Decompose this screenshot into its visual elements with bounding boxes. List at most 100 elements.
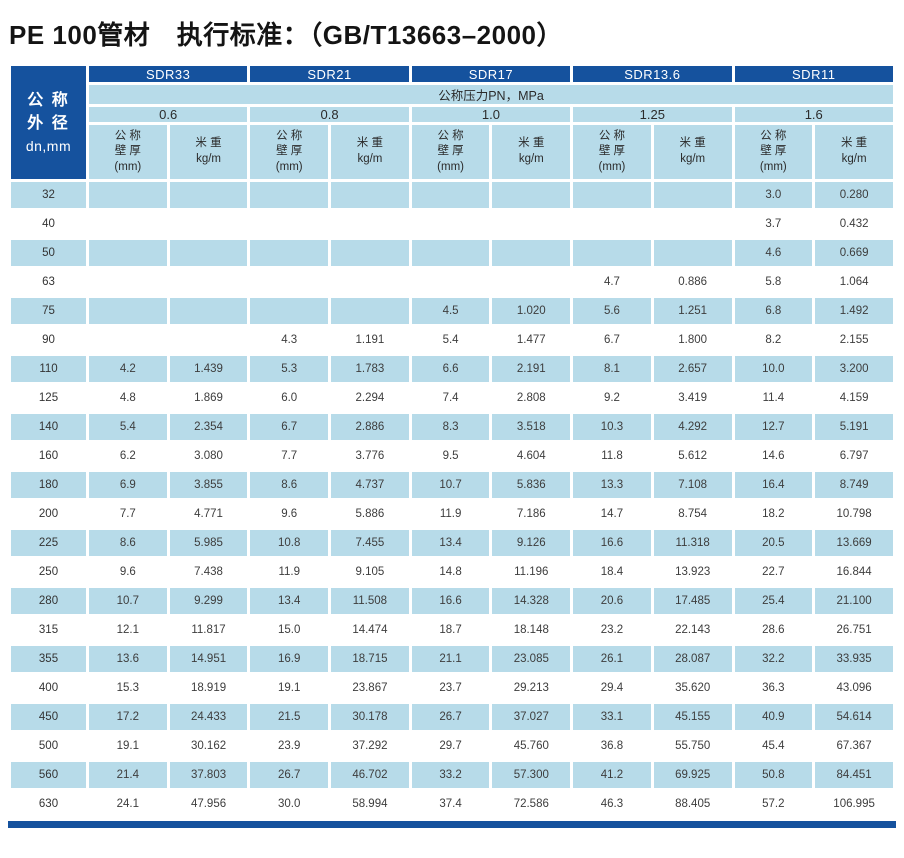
data-cell: 21.5 xyxy=(250,704,329,730)
data-cell: 6.797 xyxy=(815,443,893,469)
data-cell: 16.6 xyxy=(573,530,651,556)
data-cell: 3.080 xyxy=(169,443,248,469)
header-line: 公 称 xyxy=(27,92,70,110)
data-cell xyxy=(573,211,651,237)
table-row: 160 6.2 3.080 7.7 3.776 9.5 4.604 11.8 5.612 14.6… xyxy=(11,443,893,469)
data-cell: 9.299 xyxy=(169,588,248,614)
data-cell: 4.771 xyxy=(169,501,248,527)
data-cell: 2.354 xyxy=(169,414,248,440)
data-cell: 0.669 xyxy=(815,240,893,266)
data-cell: 23.9 xyxy=(250,733,329,759)
data-cell: 4.2 xyxy=(89,356,167,382)
data-cell: 5.4 xyxy=(89,414,167,440)
data-cell xyxy=(331,298,409,324)
table-row: 225 8.6 5.985 10.8 7.455 13.4 9.126 16.6 11.318 2… xyxy=(11,530,893,556)
data-cell: 6.2 xyxy=(89,443,167,469)
header-line: 米 重 xyxy=(840,137,868,150)
data-cell: 88.405 xyxy=(653,791,732,817)
data-cell: 57.300 xyxy=(492,762,571,788)
table-row: 125 4.8 1.869 6.0 2.294 7.4 2.808 9.2 3.419 11.4 4… xyxy=(11,385,893,411)
data-cell: 17.2 xyxy=(89,704,167,730)
data-cell: 54.614 xyxy=(815,704,893,730)
data-cell: 2.191 xyxy=(492,356,571,382)
dn-cell: 355 xyxy=(11,646,86,672)
data-cell xyxy=(653,240,732,266)
data-cell: 43.096 xyxy=(815,675,893,701)
data-cell: 16.9 xyxy=(250,646,329,672)
data-cell: 1.020 xyxy=(492,298,571,324)
header-line: kg/m xyxy=(518,153,544,165)
data-cell: 26.751 xyxy=(815,617,893,643)
header-line: (mm) xyxy=(114,160,142,173)
header-line: kg/m xyxy=(196,153,221,165)
header-line: (mm) xyxy=(275,160,303,173)
meter-weight-header: 米 重 kg/m xyxy=(492,125,571,179)
data-cell xyxy=(492,269,571,295)
data-cell: 37.803 xyxy=(169,762,248,788)
data-cell: 4.3 xyxy=(250,327,329,353)
data-cell: 3.855 xyxy=(169,472,248,498)
data-cell: 0.432 xyxy=(815,211,893,237)
table-row: 90 4.3 1.191 5.4 1.477 6.7 1.800 8.2 2.155 xyxy=(11,327,893,353)
data-cell: 10.798 xyxy=(815,501,893,527)
data-cell: 4.6 xyxy=(734,240,813,266)
data-cell xyxy=(411,240,490,266)
header-line: 米 重 xyxy=(356,137,383,150)
data-cell xyxy=(331,182,409,208)
data-cell: 1.477 xyxy=(492,327,571,353)
meter-weight-header: 米 重 kg/m xyxy=(815,125,893,179)
header-line: 公 称 xyxy=(598,129,626,142)
data-cell xyxy=(89,240,167,266)
data-cell xyxy=(89,211,167,237)
data-cell: 13.6 xyxy=(89,646,167,672)
data-cell: 22.143 xyxy=(653,617,732,643)
data-cell: 13.669 xyxy=(815,530,893,556)
data-cell: 8.1 xyxy=(573,356,651,382)
bottom-rule xyxy=(8,821,896,828)
sdr-header: SDR21 xyxy=(250,66,409,82)
dn-cell: 280 xyxy=(11,588,86,614)
data-cell: 5.985 xyxy=(169,530,248,556)
data-cell: 5.836 xyxy=(492,472,571,498)
data-cell: 4.5 xyxy=(411,298,490,324)
dn-cell: 40 xyxy=(11,211,86,237)
data-cell: 26.7 xyxy=(250,762,329,788)
header-row-pressure-values: 0.6 0.8 1.0 1.25 1.6 xyxy=(11,107,893,122)
data-cell: 11.9 xyxy=(250,559,329,585)
data-cell: 13.3 xyxy=(573,472,651,498)
data-cell xyxy=(89,298,167,324)
meter-weight-header: 米 重 kg/m xyxy=(653,125,732,179)
table-row: 110 4.2 1.439 5.3 1.783 6.6 2.191 8.1 2.657 10.0 3… xyxy=(11,356,893,382)
data-cell: 18.715 xyxy=(331,646,409,672)
data-cell: 1.251 xyxy=(653,298,732,324)
pressure-label: 公称压力PN，MPa xyxy=(89,85,893,104)
dn-cell: 400 xyxy=(11,675,86,701)
dn-cell: 250 xyxy=(11,559,86,585)
sdr-header: SDR13.6 xyxy=(573,66,732,82)
data-cell: 36.8 xyxy=(573,733,651,759)
header-line: 米 重 xyxy=(679,137,706,150)
dn-cell: 180 xyxy=(11,472,86,498)
data-cell xyxy=(411,269,490,295)
data-cell: 4.604 xyxy=(492,443,571,469)
data-cell: 0.280 xyxy=(815,182,893,208)
header-line: (mm) xyxy=(759,160,787,173)
data-cell: 13.4 xyxy=(250,588,329,614)
wall-thickness-header: 公 称壁 厚 (mm) xyxy=(734,125,813,179)
data-cell xyxy=(573,240,651,266)
header-row-pressure-label: 公称压力PN，MPa xyxy=(11,85,893,104)
data-cell: 37.4 xyxy=(411,791,490,817)
data-cell: 36.3 xyxy=(734,675,813,701)
data-cell: 37.027 xyxy=(492,704,571,730)
data-cell: 1.492 xyxy=(815,298,893,324)
data-cell xyxy=(169,327,248,353)
table-row: 355 13.6 14.951 16.9 18.715 21.1 23.085 26.1 28.… xyxy=(11,646,893,672)
data-cell xyxy=(492,240,571,266)
data-cell: 9.6 xyxy=(250,501,329,527)
data-cell: 26.7 xyxy=(411,704,490,730)
table-row: 560 21.4 37.803 26.7 46.702 33.2 57.300 41.2 69.… xyxy=(11,762,893,788)
table-row: 630 24.1 47.956 30.0 58.994 37.4 72.586 46.3 88.… xyxy=(11,791,893,817)
wall-thickness-header: 公 称壁 厚 (mm) xyxy=(573,125,651,179)
data-cell: 16.6 xyxy=(411,588,490,614)
data-cell: 8.6 xyxy=(89,530,167,556)
